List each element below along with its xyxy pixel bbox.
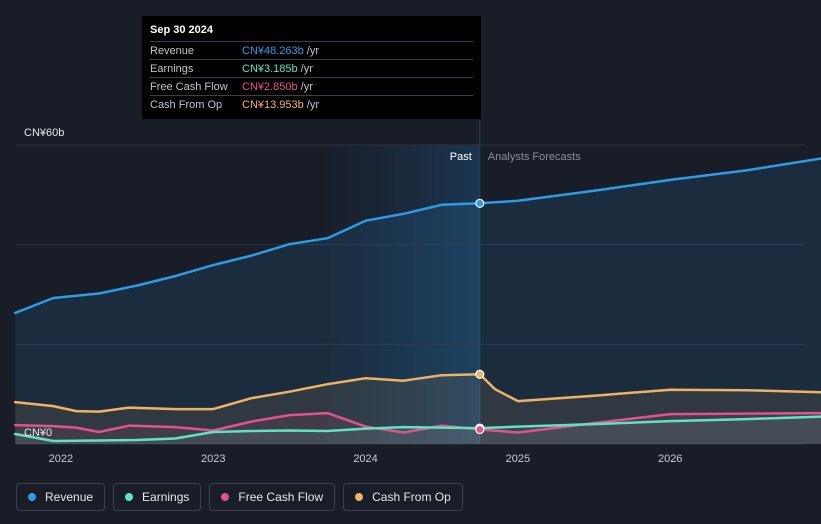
x-tick-label-2023: 2023 xyxy=(201,453,225,465)
tooltip-date: Sep 30 2024 xyxy=(150,24,213,36)
cash-from-op-dot-icon xyxy=(355,493,364,501)
revenue-line xyxy=(13,157,821,315)
legend-item-cash-from-op[interactable]: Cash From Op xyxy=(343,483,463,511)
legend-label-earnings: Earnings xyxy=(142,490,190,504)
tooltip-row-earnings: Earnings CN¥3.185b /yr xyxy=(150,59,473,77)
tooltip-label-cash-from-op: Cash From Op xyxy=(150,98,223,111)
revenue-marker xyxy=(475,198,485,208)
tooltip-value-earnings: CN¥3.185b xyxy=(242,62,298,75)
past-label: Past xyxy=(450,151,472,163)
past-highlight-region xyxy=(327,145,480,444)
tooltip-unit-free-cash-flow: /yr xyxy=(300,80,313,93)
chart-legend: Revenue Earnings Free Cash Flow Cash Fro… xyxy=(16,483,463,511)
tooltip-row-cash-from-op: Cash From Op CN¥13.953b /yr xyxy=(150,95,473,113)
tooltip-unit-earnings: /yr xyxy=(300,62,313,75)
y-axis-max-label: CN¥60b xyxy=(24,127,64,139)
forecast-label: Analysts Forecasts xyxy=(488,151,581,163)
earnings-dot-icon xyxy=(125,493,134,501)
tooltip-value-free-cash-flow: CN¥2.850b xyxy=(242,80,298,93)
tooltip-value-cash-from-op: CN¥13.953b xyxy=(242,98,304,111)
tooltip-label-free-cash-flow: Free Cash Flow xyxy=(150,80,228,93)
legend-item-revenue[interactable]: Revenue xyxy=(16,483,106,511)
legend-item-free-cash-flow[interactable]: Free Cash Flow xyxy=(209,483,336,511)
tooltip-label-revenue: Revenue xyxy=(150,44,195,57)
legend-item-earnings[interactable]: Earnings xyxy=(113,483,202,511)
cash-from-op-area xyxy=(15,374,821,444)
legend-label-cash-from-op: Cash From Op xyxy=(372,490,451,504)
tooltip-value-revenue: CN¥48.263b xyxy=(242,44,304,57)
legend-label-free-cash-flow: Free Cash Flow xyxy=(238,490,324,504)
tooltip-row-revenue: Revenue CN¥48.263b /yr xyxy=(150,41,473,59)
cash-from-op-marker xyxy=(475,369,485,379)
legend-label-revenue: Revenue xyxy=(45,490,94,504)
free-cash-flow-marker xyxy=(475,424,485,435)
tooltip-unit-revenue: /yr xyxy=(306,44,320,57)
x-tick-label-2024: 2024 xyxy=(353,453,377,465)
cash-from-op-line xyxy=(13,372,821,413)
x-tick-label-2022: 2022 xyxy=(49,453,73,465)
tooltip-label-earnings: Earnings xyxy=(150,62,194,75)
free-cash-flow-dot-icon xyxy=(221,493,230,501)
y-axis-zero-label: CN¥0 xyxy=(24,427,52,439)
x-tick-label-2026: 2026 xyxy=(658,453,682,465)
revenue-dot-icon xyxy=(28,493,36,501)
tooltip-unit-cash-from-op: /yr xyxy=(306,98,320,111)
revenue-area xyxy=(15,158,821,444)
earnings-line xyxy=(13,415,821,443)
tooltip: Sep 30 2024 Revenue CN¥48.263b /yr Earni… xyxy=(142,16,481,119)
tooltip-row-free-cash-flow: Free Cash Flow CN¥2.850b /yr xyxy=(150,77,473,95)
x-tick-label-2025: 2025 xyxy=(506,453,530,465)
